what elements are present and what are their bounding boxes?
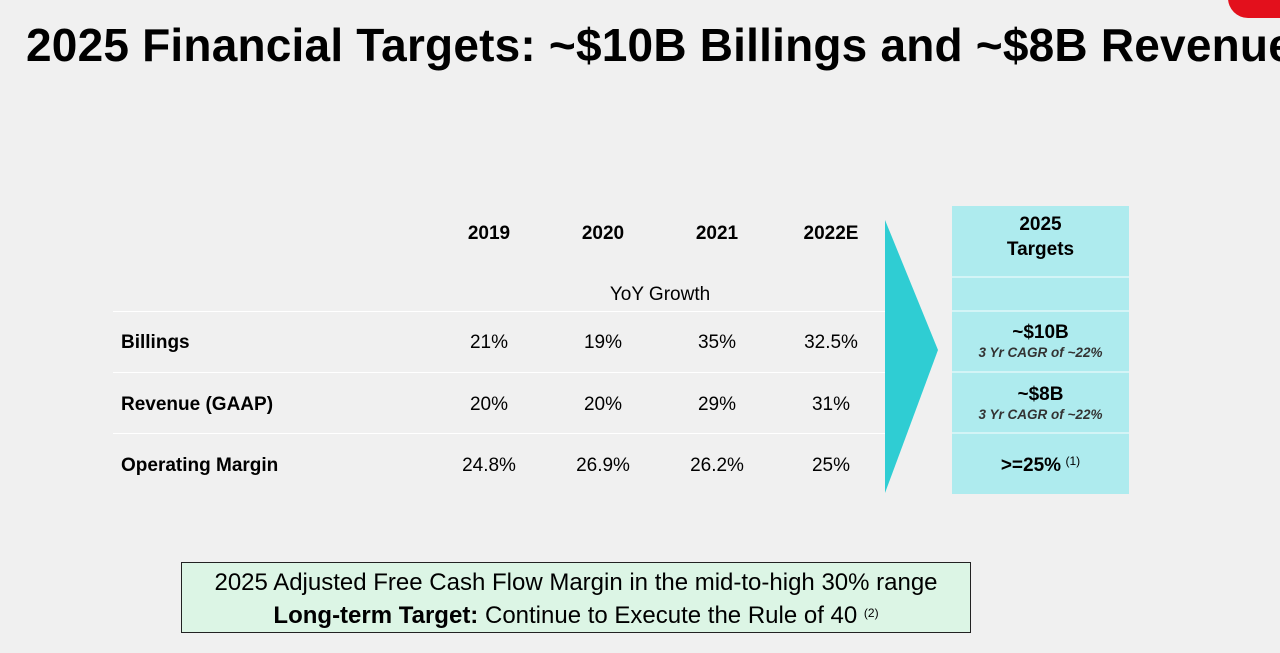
brand-corner-tab [1228, 0, 1280, 18]
targets-divider [952, 276, 1129, 278]
targets-column: 2025 Targets ~$10B 3 Yr CAGR of ~22% ~$8… [952, 206, 1129, 494]
year-header-2020: 2020 [581, 223, 625, 244]
arrow-right-icon [885, 220, 938, 493]
rule-of-40-body: Continue to Execute the Rule of 40 [478, 602, 864, 629]
slide-title: 2025 Financial Targets: ~$10B Billings a… [26, 19, 1280, 71]
table-divider [113, 372, 885, 373]
op-margin-2022e: 25% [811, 455, 851, 476]
billings-2021: 35% [697, 332, 737, 353]
target-op-margin: >=25% (1) [952, 454, 1129, 477]
year-header-2021: 2021 [695, 223, 739, 244]
target-revenue-value: ~$8B [1017, 384, 1064, 405]
revenue-2021: 29% [697, 394, 737, 415]
target-op-margin-value: >=25% [1000, 455, 1062, 476]
revenue-2022e: 31% [811, 394, 851, 415]
yoy-growth-subheader: YoY Growth [609, 284, 711, 305]
long-term-target-box: 2025 Adjusted Free Cash Flow Margin in t… [181, 562, 971, 633]
target-revenue-note: 3 Yr CAGR of ~22% [978, 407, 1103, 422]
rule-of-40-text: Long-term Target: Continue to Execute th… [182, 598, 970, 631]
targets-header-year: 2025 [1019, 214, 1062, 235]
row-label-operating-margin: Operating Margin [121, 455, 279, 476]
long-term-target-label: Long-term Target: [273, 602, 479, 629]
fcf-margin-text: 2025 Adjusted Free Cash Flow Margin in t… [214, 569, 938, 596]
op-margin-2020: 26.9% [576, 455, 630, 476]
year-header-2022e: 2022E [803, 223, 859, 244]
billings-2020: 19% [583, 332, 623, 353]
target-billings-value: ~$10B [1012, 322, 1069, 343]
targets-header-label: Targets [1006, 239, 1075, 260]
revenue-2020: 20% [583, 394, 623, 415]
op-margin-2019: 24.8% [462, 455, 516, 476]
year-header-2019: 2019 [467, 223, 511, 244]
footnote-1: (1) [1065, 454, 1081, 468]
targets-divider [952, 371, 1129, 373]
target-revenue: ~$8B 3 Yr CAGR of ~22% [952, 384, 1129, 424]
targets-divider [952, 432, 1129, 434]
billings-2022e: 32.5% [804, 332, 858, 353]
table-divider [113, 311, 885, 312]
row-label-billings: Billings [121, 332, 190, 353]
op-margin-2021: 26.2% [690, 455, 744, 476]
targets-header: 2025 Targets [952, 212, 1129, 262]
target-billings-note: 3 Yr CAGR of ~22% [978, 345, 1103, 360]
table-divider [113, 433, 885, 434]
footnote-2: (2) [863, 606, 879, 620]
target-billings: ~$10B 3 Yr CAGR of ~22% [952, 322, 1129, 362]
targets-divider [952, 310, 1129, 312]
revenue-2019: 20% [469, 394, 509, 415]
row-label-revenue: Revenue (GAAP) [121, 394, 274, 415]
billings-2019: 21% [469, 332, 509, 353]
